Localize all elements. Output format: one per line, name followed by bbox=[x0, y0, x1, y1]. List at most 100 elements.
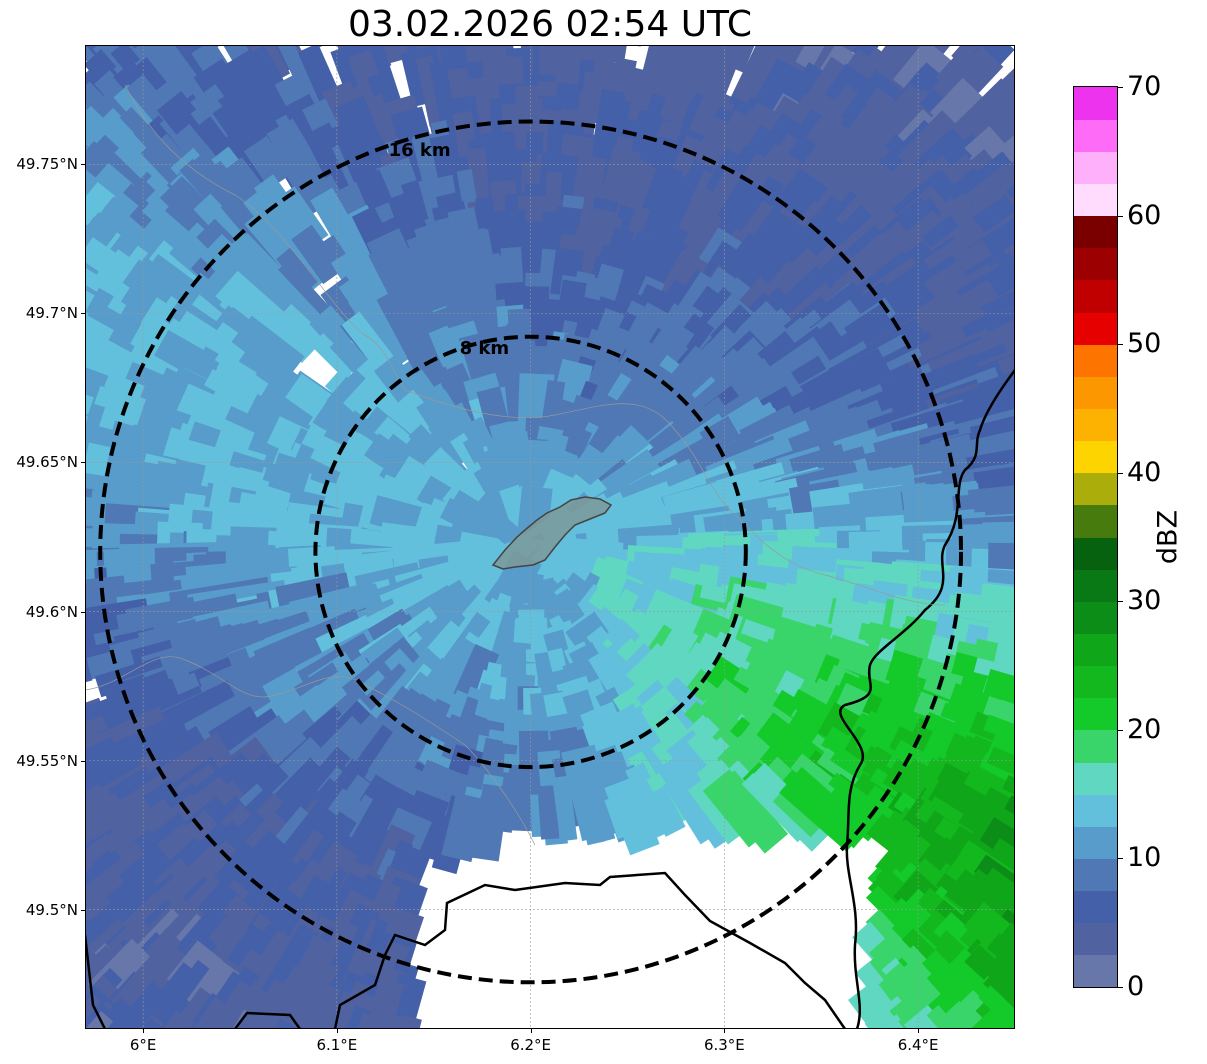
x-tick-label: 6°E bbox=[129, 1036, 157, 1054]
echo-cell bbox=[977, 817, 1015, 884]
echo-cell bbox=[237, 1009, 289, 1029]
colorbar-tick-label: 50 bbox=[1127, 328, 1162, 360]
echo-cell bbox=[504, 789, 534, 832]
x-tick-mark bbox=[143, 1029, 145, 1033]
echo-cell bbox=[85, 892, 141, 970]
echo-cell bbox=[978, 867, 1015, 943]
colorbar-tick-label: 0 bbox=[1127, 971, 1145, 1002]
colorbar-segment bbox=[1074, 858, 1117, 892]
colorbar-segment bbox=[1074, 537, 1117, 570]
echo-cell bbox=[85, 715, 108, 752]
x-tick-label: 6.2°E bbox=[510, 1036, 552, 1054]
echo-cell bbox=[987, 731, 1015, 776]
colorbar-tick-label: 30 bbox=[1127, 585, 1162, 617]
x-tick-label: 6.1°E bbox=[316, 1036, 358, 1054]
radar-map[interactable]: 8 km 16 km bbox=[85, 45, 1015, 1029]
echo-cell bbox=[973, 657, 1015, 696]
echo-cell bbox=[231, 315, 305, 383]
echo-cell bbox=[802, 785, 870, 849]
echo-cell bbox=[979, 605, 1015, 636]
colorbar-tick bbox=[1118, 87, 1123, 88]
echo-cell bbox=[986, 746, 1015, 792]
echo-cell bbox=[85, 868, 129, 947]
colorbar-segment bbox=[1074, 794, 1117, 827]
y-tick-mark bbox=[81, 611, 85, 613]
echo-cell bbox=[983, 969, 1015, 1029]
colorbar-tick-label: 40 bbox=[1127, 456, 1162, 488]
colorbar-tick-label: 60 bbox=[1127, 199, 1162, 231]
colorbar-segment bbox=[1074, 729, 1117, 763]
echo-cell bbox=[711, 770, 789, 854]
radar-map-svg: 8 km 16 km bbox=[85, 45, 1015, 1029]
echo-cell bbox=[292, 1010, 340, 1029]
colorbar-segment bbox=[1074, 247, 1117, 281]
colorbar-label: dBZ bbox=[1152, 509, 1184, 565]
colorbar-tick-label: 70 bbox=[1127, 71, 1162, 102]
echo-cell bbox=[85, 833, 124, 905]
colorbar-tick bbox=[1118, 729, 1123, 731]
echo-cell bbox=[1002, 774, 1015, 807]
y-tick-label: 49.5°N bbox=[25, 900, 78, 919]
range-rings: 8 km 16 km bbox=[98, 119, 964, 985]
x-tick-mark bbox=[530, 1029, 532, 1033]
city-outline bbox=[491, 496, 613, 570]
y-tick-label: 49.65°N bbox=[16, 453, 78, 472]
x-tick-mark bbox=[336, 1029, 338, 1033]
y-tick-label: 49.75°N bbox=[16, 155, 78, 174]
echo-cell bbox=[85, 918, 111, 971]
echo-cell bbox=[85, 701, 113, 768]
country-borders bbox=[85, 84, 1015, 1029]
echo-cell bbox=[310, 333, 358, 380]
y-tick-mark bbox=[81, 164, 85, 166]
echo-cell bbox=[986, 933, 1015, 996]
echo-cell bbox=[537, 45, 567, 87]
y-tick-mark bbox=[81, 760, 85, 762]
echo-cell bbox=[644, 786, 686, 837]
echo-cell bbox=[983, 714, 1015, 759]
echo-cell bbox=[981, 668, 1015, 726]
colorbar-segment bbox=[1074, 119, 1117, 152]
admin-boundary-2 bbox=[85, 656, 536, 846]
y-tick-label: 49.6°N bbox=[25, 602, 78, 621]
echo-cell bbox=[992, 807, 1015, 855]
range-ring-label: 8 km bbox=[460, 338, 510, 359]
echo-cell bbox=[984, 82, 1015, 152]
echo-cell bbox=[85, 1011, 123, 1029]
colorbar-segment bbox=[1074, 151, 1117, 185]
colorbar-segment bbox=[1074, 472, 1117, 506]
echo-cell bbox=[236, 45, 296, 118]
y-tick-mark bbox=[81, 313, 85, 315]
echo-cell bbox=[471, 795, 508, 862]
colorbar-tick bbox=[1118, 344, 1123, 346]
echo-cell bbox=[981, 1004, 1015, 1029]
echo-cell bbox=[276, 45, 330, 124]
border-south bbox=[234, 871, 847, 1029]
y-tick-mark bbox=[81, 462, 85, 464]
colorbar-tick bbox=[1118, 601, 1123, 603]
admin-boundary bbox=[124, 84, 946, 606]
echo-cell bbox=[604, 776, 660, 856]
colorbar-tick-label: 20 bbox=[1127, 713, 1162, 745]
chart-title: 03.02.2026 02:54 UTC bbox=[347, 4, 753, 45]
colorbar-segment bbox=[1074, 344, 1117, 377]
echo-cell bbox=[978, 985, 1015, 1029]
y-tick-mark bbox=[81, 909, 85, 911]
echo-cell bbox=[994, 699, 1015, 738]
colorbar-tick bbox=[1118, 472, 1123, 474]
colorbar-segment bbox=[1074, 665, 1117, 699]
colorbar-segment bbox=[1074, 504, 1117, 538]
colorbar-segment bbox=[1074, 183, 1117, 217]
x-tick-label: 6.4°E bbox=[897, 1036, 939, 1054]
colorbar-tick bbox=[1118, 987, 1123, 988]
echo-cell bbox=[361, 93, 400, 153]
colorbar-segment bbox=[1074, 633, 1117, 667]
colorbar-segment bbox=[1074, 279, 1117, 313]
echo-cell bbox=[1000, 922, 1015, 967]
x-tick-label: 6.3°E bbox=[703, 1036, 745, 1054]
echo-cell bbox=[307, 990, 365, 1029]
border-southwest bbox=[85, 934, 107, 1029]
echo-cell bbox=[864, 1010, 916, 1029]
colorbar bbox=[1073, 86, 1118, 988]
colorbar-segment bbox=[1074, 440, 1117, 474]
colorbar-segment bbox=[1074, 87, 1117, 120]
